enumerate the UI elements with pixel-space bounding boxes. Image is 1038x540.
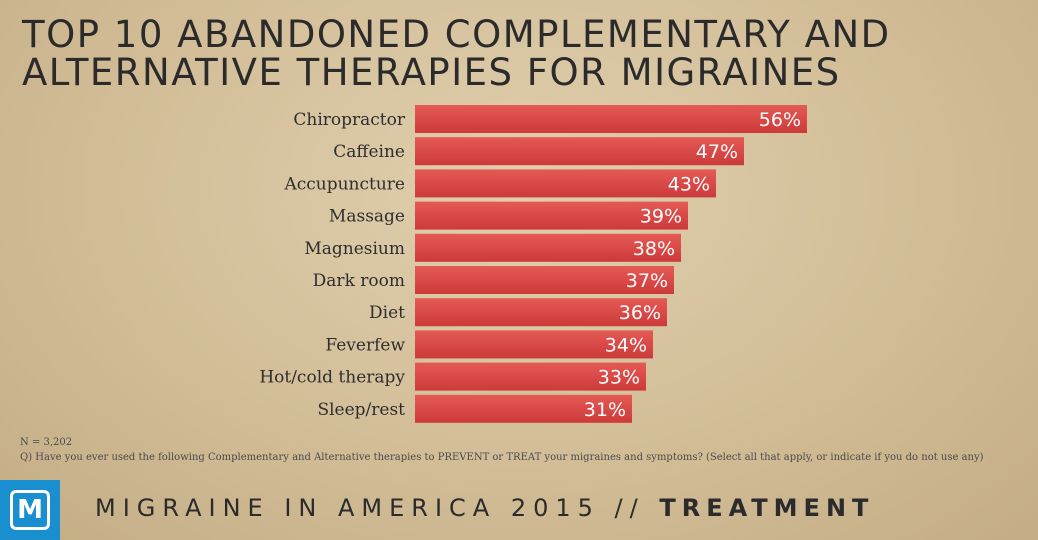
bar-chart: Chiropractor 56% Caffeine 47% Accupuncture 43… [259,105,807,423]
value-label: 39% [640,206,682,228]
bar [415,105,807,133]
footer: MIGRAINE IN AMERICA 2015 // TREATMENT [95,494,874,522]
footer-series-title: MIGRAINE IN AMERICA 2015 // [95,494,660,522]
category-label: Dark room [313,271,405,291]
logo-m-icon: M [10,490,50,530]
category-label: Massage [329,207,405,227]
bar [415,266,674,294]
logo: M [0,480,60,540]
category-label: Caffeine [333,142,405,162]
value-label: 33% [598,367,640,389]
category-label: Accupuncture [283,174,405,194]
category-label: Feverfew [325,335,405,355]
chart-title-line-2: ALTERNATIVE THERAPIES FOR MIGRAINES [22,51,841,94]
bar [415,362,646,391]
category-label: Diet [369,303,405,323]
footer-section-title: TREATMENT [659,494,875,522]
bar [415,330,653,359]
bar [415,137,744,166]
category-label: Hot/cold therapy [259,368,405,388]
bar [415,233,681,262]
chart-title-line-1: TOP 10 ABANDONED COMPLEMENTARY AND [22,13,891,56]
value-label: 31% [584,399,626,421]
category-label: Chiropractor [293,110,405,130]
category-label: Magnesium [304,239,405,259]
bars-group: Chiropractor 56% Caffeine 47% Accupuncture 43… [259,105,807,423]
chart-title: TOP 10 ABANDONED COMPLEMENTARY AND ALTER… [22,16,891,92]
value-label: 56% [759,109,801,131]
sample-size-note: N = 3,202 [20,437,73,448]
value-label: 36% [619,302,661,324]
bar [415,201,688,230]
value-label: 34% [605,334,647,356]
value-label: 37% [626,270,668,292]
category-label: Sleep/rest [317,400,405,420]
bar [415,298,667,327]
value-label: 38% [633,238,675,260]
bar [415,394,632,423]
bar [415,169,716,198]
value-label: 43% [668,173,710,195]
survey-question-note: Q) Have you ever used the following Comp… [20,452,984,463]
value-label: 47% [696,141,738,163]
